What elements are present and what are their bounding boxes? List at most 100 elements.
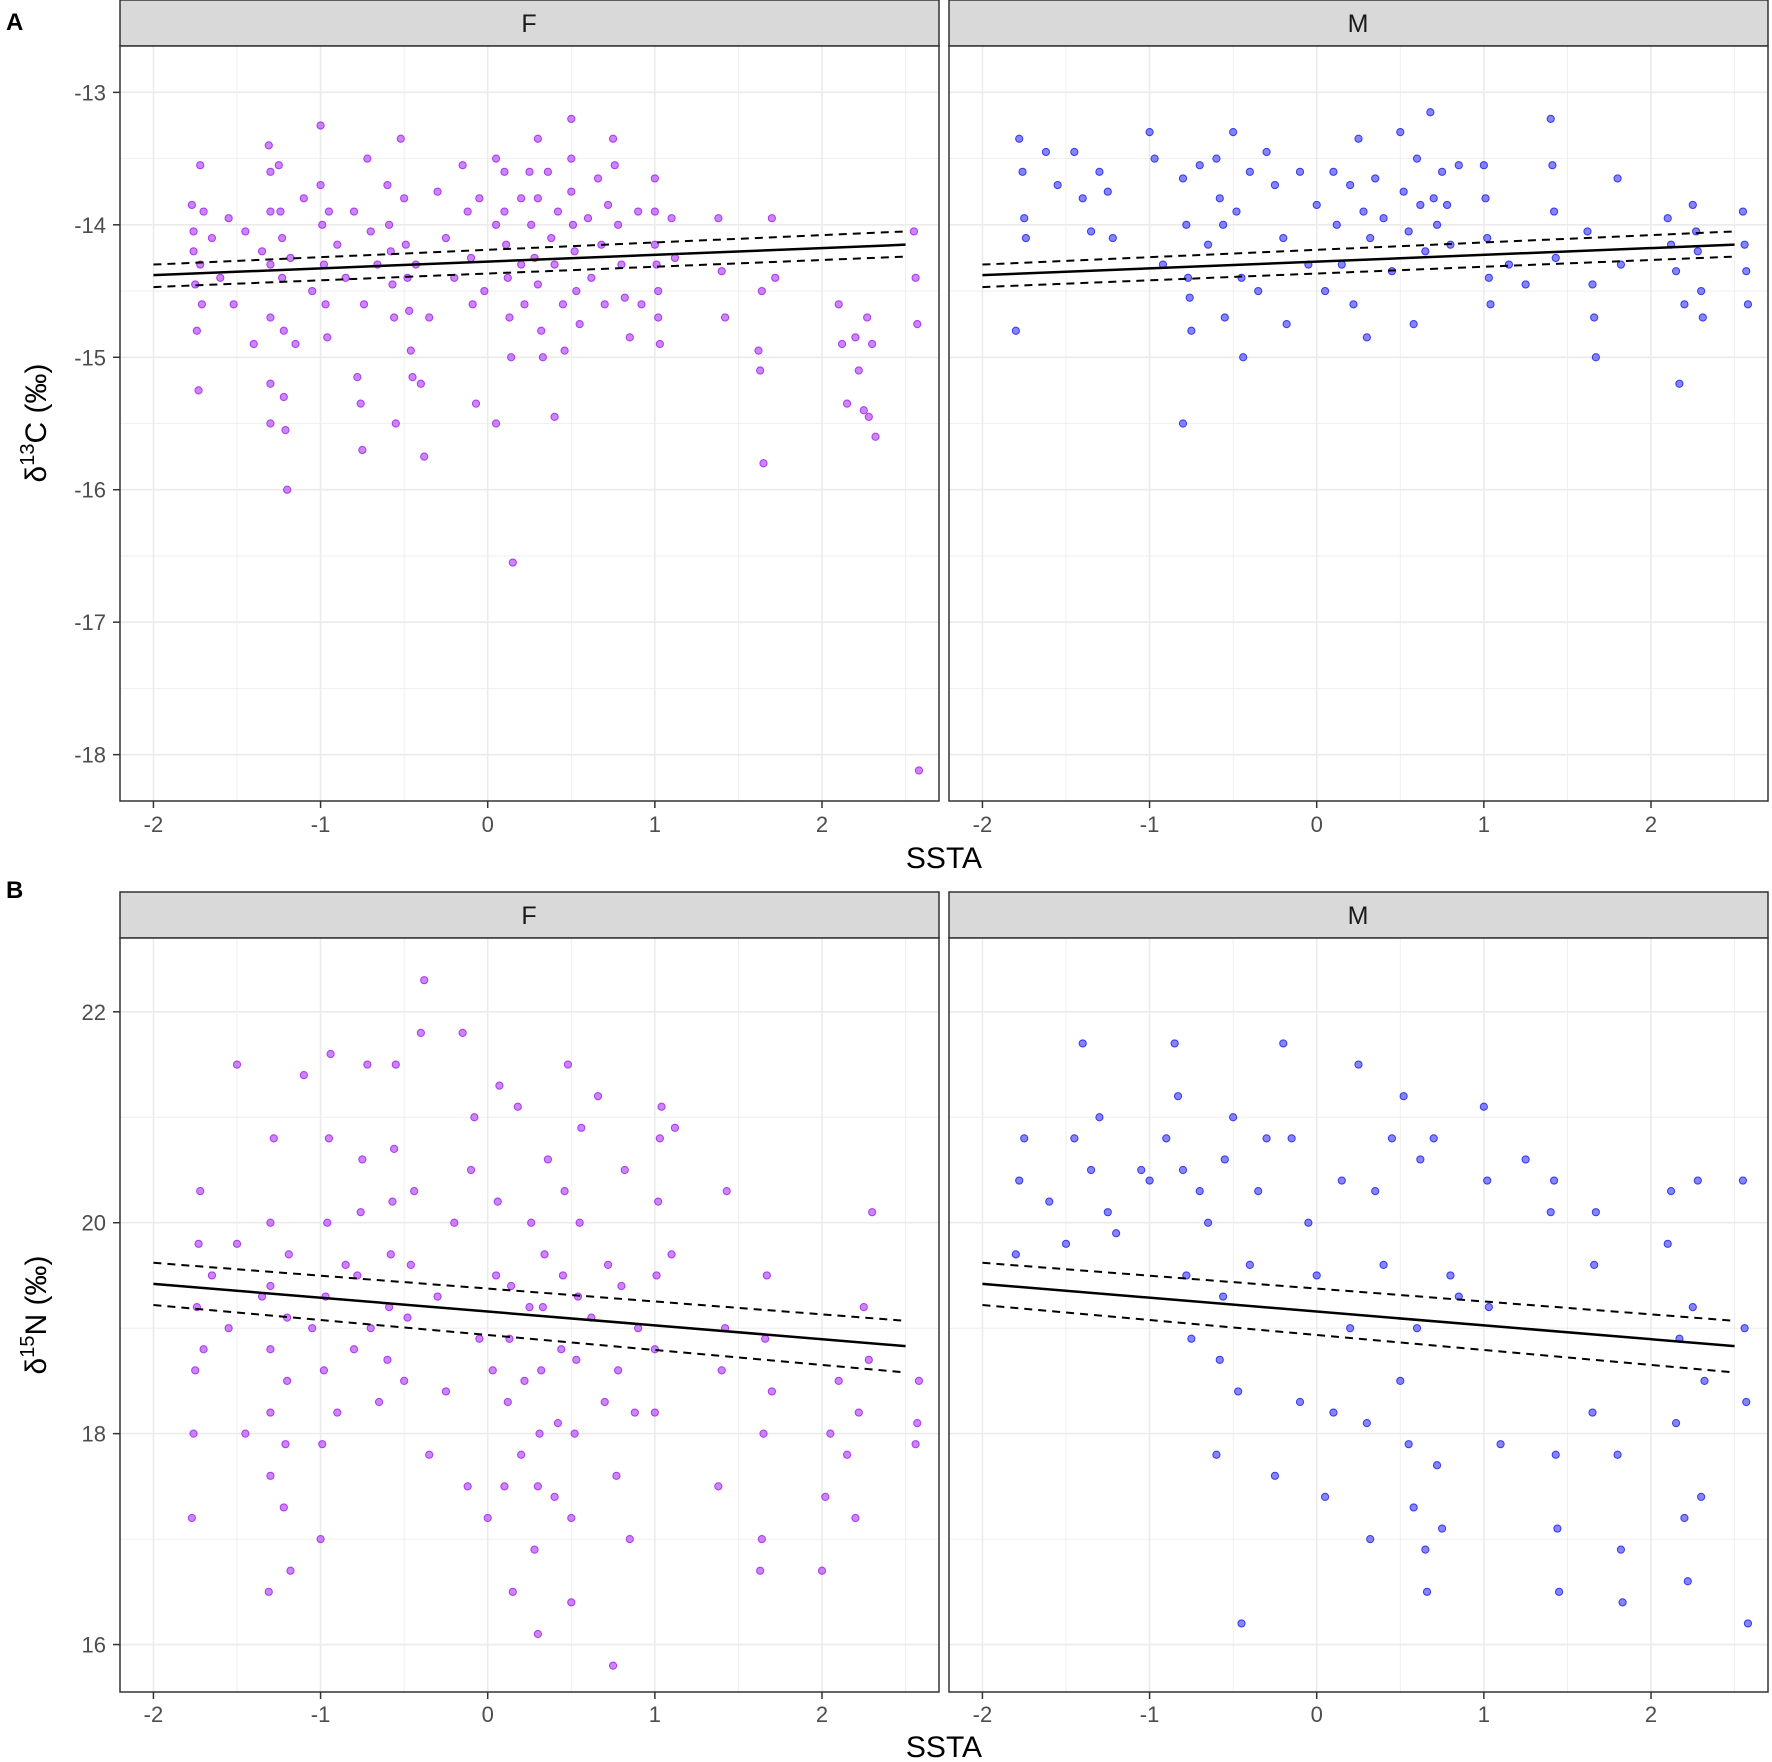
data-point [386,1250,395,1259]
data-point [1362,333,1371,342]
data-point [500,167,509,176]
y-tick-label-b: 16 [82,1633,106,1658]
data-point [1011,326,1020,335]
fit-line-a-male [982,243,1735,277]
data-point [864,1355,873,1364]
data-point [537,326,546,335]
data-point [507,353,516,362]
data-point [194,386,203,395]
data-point [1229,127,1238,137]
data-point [1551,1450,1560,1459]
data-point [1553,1524,1562,1533]
data-point [547,233,556,243]
data-point [503,1397,512,1407]
data-point [232,1239,242,1248]
data-point [1349,300,1358,309]
data-point [575,1218,584,1227]
panel-a: A F M -18 -17 -16 [6,0,1769,875]
data-point [1404,227,1413,236]
x-tick-label-b-female: 0 [482,1702,494,1727]
y-tick-label-a: -18 [74,743,106,768]
data-point [553,1418,563,1428]
data-point [1086,1165,1096,1175]
data-point [1173,1092,1183,1101]
gridlines-a-female [120,46,939,801]
data-point [1270,1471,1280,1480]
data-point [771,273,780,282]
fit-line-b-female [153,1282,906,1348]
data-point [1195,1186,1204,1196]
data-point [1479,161,1488,170]
data-point [577,1123,586,1132]
y-tick-label-b: 20 [82,1211,106,1236]
data-point [1743,1619,1753,1628]
data-point [321,300,330,309]
data-point [1583,227,1592,236]
data-point [488,1366,497,1375]
data-point [207,1271,217,1280]
data-point [406,1260,415,1270]
data-point [1108,233,1117,243]
y-axis-a: -18 -17 -16 -15 -14 -13 [74,80,120,768]
data-point [1015,1176,1024,1185]
x-tick-label-b-male: 0 [1311,1702,1323,1727]
data-point [1422,1587,1432,1596]
data-point [1483,233,1492,243]
data-point [670,253,680,263]
data-point [1454,161,1463,170]
data-point [229,300,238,309]
data-point [527,220,536,229]
facet-strip-label-b-male: M [1348,902,1369,930]
data-point [1295,1397,1305,1407]
y-axis-title-a-suffix: C (‰) [20,364,53,444]
data-point [630,1408,639,1417]
data-point [625,333,634,342]
data-point [1078,1039,1087,1048]
data-point [1613,1450,1622,1459]
data-point [450,1218,459,1227]
y-axis-title-a-superscript: 13 [17,444,39,466]
data-point [1426,108,1435,117]
data-point [612,1471,621,1480]
data-point [508,1587,517,1596]
data-point [1145,127,1154,137]
data-point [1549,207,1559,216]
data-point [560,1186,569,1196]
data-point [538,353,547,362]
data-point [550,260,559,269]
data-point [1404,1440,1413,1449]
data-point [1371,1186,1380,1196]
data-point [1287,1134,1296,1143]
data-point [1178,174,1188,183]
data-point [1432,1461,1442,1470]
data-point [1437,1524,1447,1533]
x-tick-label-a-female: 2 [816,812,828,837]
data-point [1698,313,1707,322]
data-point [406,346,415,355]
data-point [538,1302,547,1312]
data-point [603,1260,613,1270]
x-tick-label-a-female: 1 [649,812,661,837]
data-point [468,300,477,309]
data-point [500,207,509,216]
data-point [1496,1440,1505,1449]
data-point [283,1376,292,1386]
data-point [1078,194,1087,203]
data-point [625,1534,634,1544]
x-tick-label-b-female: -2 [144,1702,164,1727]
data-point [600,300,609,309]
data-point [279,326,288,335]
plot-border-a-female [119,45,940,802]
data-point [834,1376,843,1386]
data-point [410,1186,419,1196]
data-point [279,392,288,402]
data-point [909,227,919,236]
data-point [757,1534,766,1544]
data-point [1688,200,1697,210]
data-point [573,1292,583,1301]
data-point [1663,1239,1672,1248]
data-point [266,379,275,388]
data-point [475,194,484,203]
data-point [1018,167,1027,176]
